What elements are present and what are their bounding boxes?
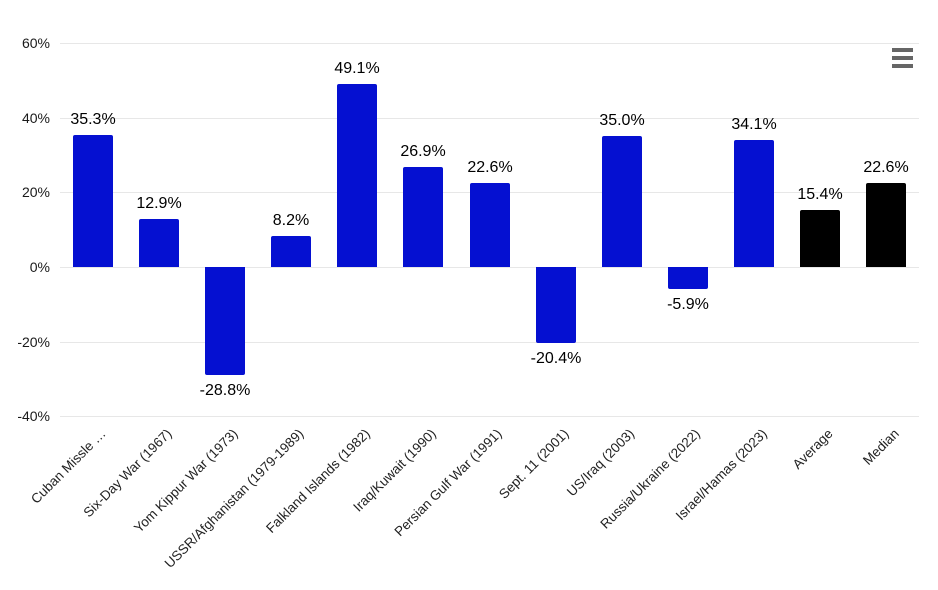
hamburger-menu-icon: [892, 48, 913, 52]
x-axis-category-label: Sept. 11 (2001): [495, 426, 572, 502]
x-axis-category-label: US/Iraq (2003): [564, 426, 638, 500]
bar-7[interactable]: [470, 183, 510, 267]
bar-value-label: 22.6%: [863, 159, 909, 176]
bar-8[interactable]: [536, 267, 576, 343]
bar-11[interactable]: [734, 140, 774, 267]
bar-1[interactable]: [73, 135, 113, 267]
bar-9[interactable]: [602, 136, 642, 267]
bar-13[interactable]: [866, 183, 906, 267]
bar-value-label: -20.4%: [530, 350, 582, 367]
y-axis-tick-label: -20%: [17, 334, 50, 350]
x-axis-category-label: USSR/Afghanistan (1979-1989): [162, 426, 307, 571]
bar-value-label: -28.8%: [199, 382, 251, 399]
bar-value-label: 35.0%: [599, 112, 645, 129]
bar-value-label: 8.2%: [272, 212, 310, 229]
bar-value-label: 49.1%: [334, 60, 380, 77]
bar-value-label: 15.4%: [797, 186, 843, 203]
bar-3[interactable]: [205, 267, 245, 375]
bar-4[interactable]: [271, 236, 311, 267]
y-axis-tick-label: -40%: [17, 408, 50, 424]
x-axis-category-label: Persian Gulf War (1991): [391, 426, 506, 540]
gridline: [60, 342, 919, 343]
gridline: [60, 43, 919, 44]
hamburger-menu-icon: [892, 56, 913, 60]
gridline: [60, 416, 919, 417]
gridline: [60, 118, 919, 119]
bar-value-label: 34.1%: [731, 116, 777, 133]
bar-value-label: -5.9%: [667, 296, 709, 313]
bar-value-label: 22.6%: [467, 159, 513, 176]
bar-value-label: 35.3%: [70, 111, 116, 128]
bar-5[interactable]: [337, 84, 377, 267]
y-axis-tick-label: 60%: [21, 35, 50, 51]
y-axis-tick-label: 20%: [21, 184, 50, 200]
y-axis-tick-label: 0%: [29, 259, 50, 275]
chart-context-menu-button[interactable]: [892, 48, 915, 68]
bar-2[interactable]: [139, 219, 179, 267]
bar-6[interactable]: [403, 167, 443, 267]
hamburger-menu-icon: [892, 64, 913, 68]
bar-10[interactable]: [668, 267, 708, 289]
x-axis-category-label: Average: [789, 426, 836, 472]
x-axis-category-label: Median: [859, 426, 902, 468]
bar-12[interactable]: [800, 210, 840, 267]
bar-value-label: 12.9%: [136, 195, 182, 212]
bar-value-label: 26.9%: [400, 143, 446, 160]
gridline: [60, 267, 919, 268]
y-axis-tick-label: 40%: [21, 110, 50, 126]
